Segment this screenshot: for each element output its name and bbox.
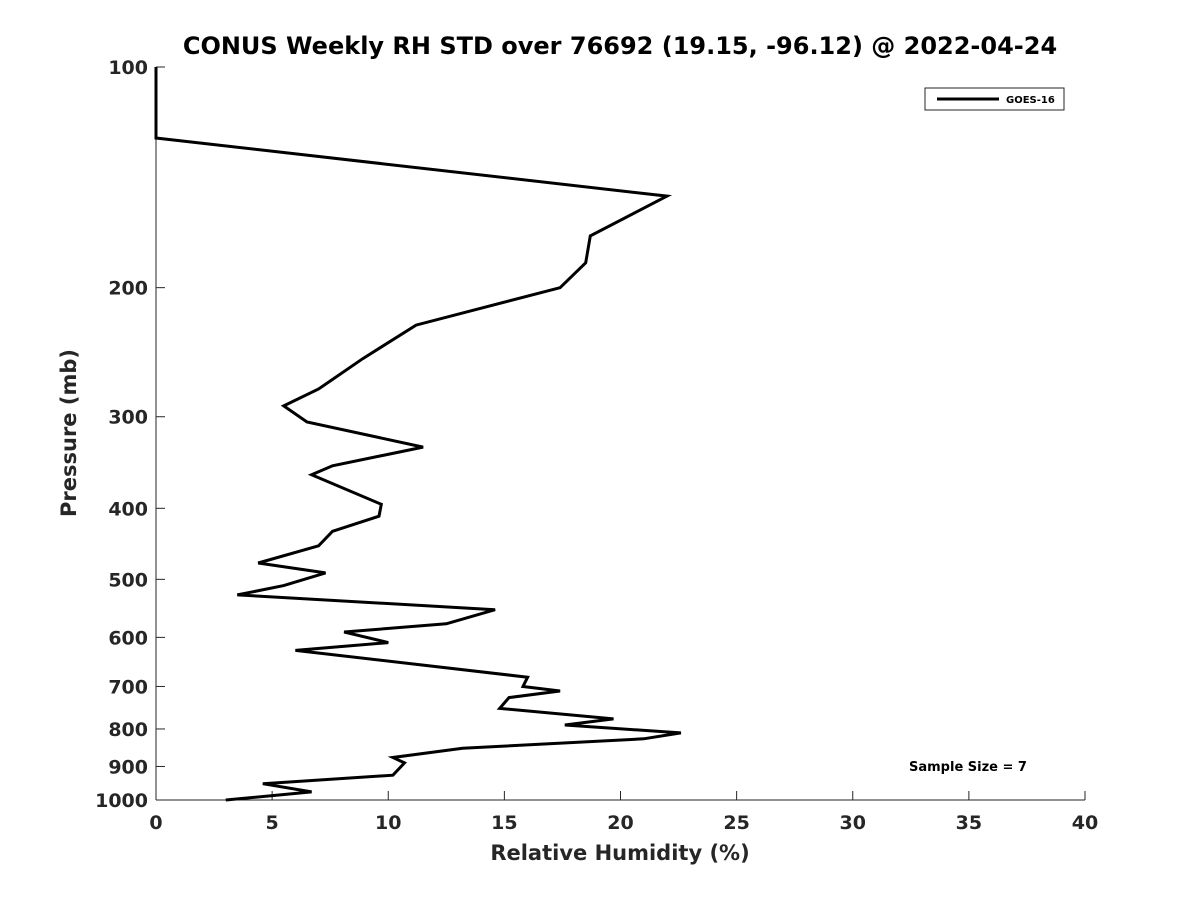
y-tick-label: 400 — [108, 498, 148, 520]
sample-size-annotation: Sample Size = 7 — [909, 760, 1027, 775]
y-axis-label: Pressure (mb) — [57, 349, 81, 517]
legend: GOES-16 — [924, 87, 1065, 111]
x-tick-label: 5 — [266, 812, 279, 834]
y-tick-label: 300 — [108, 407, 148, 429]
x-tick-label: 25 — [723, 812, 749, 834]
x-tick-label: 15 — [491, 812, 517, 834]
y-tick-label: 700 — [108, 676, 148, 698]
y-tick-label: 800 — [108, 719, 148, 741]
x-tick-label: 0 — [149, 812, 162, 834]
x-tick-label: 30 — [840, 812, 866, 834]
y-tick-label: 500 — [108, 569, 148, 591]
y-tick-label: 900 — [108, 756, 148, 778]
chart-title: CONUS Weekly RH STD over 76692 (19.15, -… — [183, 32, 1057, 60]
x-tick-label: 35 — [956, 812, 982, 834]
x-axis-ticks: 0 5 10 15 20 25 30 35 40 — [149, 791, 1098, 834]
plot-area: 0 5 10 15 20 25 30 35 40 100 200 300 400 500 600 700 80… — [95, 57, 1098, 834]
series-group — [154, 67, 682, 802]
series-line-goes-16 — [154, 67, 682, 802]
x-tick-label: 40 — [1072, 812, 1098, 834]
y-tick-label: 1000 — [95, 790, 148, 812]
x-tick-label: 10 — [375, 812, 401, 834]
y-axis-ticks: 100 200 300 400 500 600 700 800 900 1000 — [95, 57, 165, 812]
y-tick-label: 200 — [108, 278, 148, 300]
x-axis-label: Relative Humidity (%) — [490, 841, 749, 865]
x-tick-label: 20 — [607, 812, 633, 834]
legend-label-goes-16: GOES-16 — [1006, 95, 1055, 106]
y-tick-label: 600 — [108, 627, 148, 649]
y-tick-label: 100 — [108, 57, 148, 79]
